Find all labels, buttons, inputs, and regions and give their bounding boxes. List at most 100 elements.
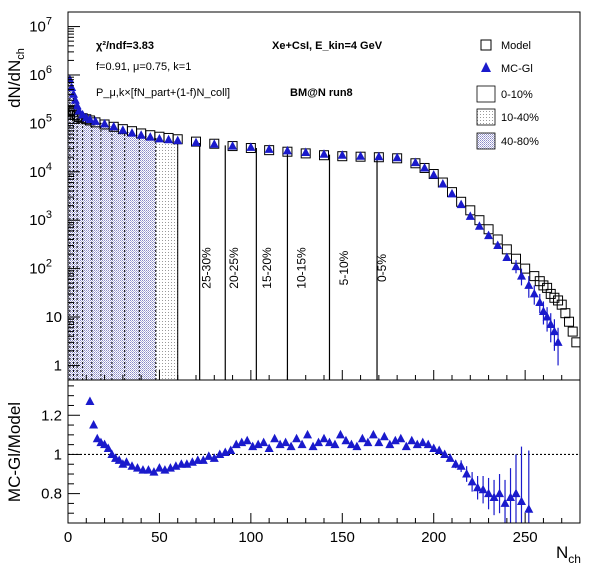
ratio-marker xyxy=(85,397,94,406)
mcgl-marker xyxy=(155,134,164,143)
legend-swatch-box xyxy=(477,109,495,125)
top-y-tick-label-exp: 5 xyxy=(46,112,52,124)
ratio-marker xyxy=(396,434,405,443)
centrality-label: 15-20% xyxy=(260,247,274,289)
legend-swatch-box xyxy=(477,86,495,102)
ratio-marker xyxy=(243,436,252,445)
chi2-annotation: χ²/ndf=3.83 xyxy=(96,40,154,52)
spectrum-panel: 0-5%5-10%10-15%15-20%20-25%25-30% 107106… xyxy=(5,12,581,380)
run-annotation: BM@N run8 xyxy=(290,87,353,99)
top-y-tick-label-exp: 7 xyxy=(46,16,52,28)
bottom-x-axis: 0 50 100 150 200 250 xyxy=(64,513,580,546)
bottom-x-tick-label: 200 xyxy=(421,529,446,546)
system-annotation: Xe+CsI, E_kin=4 GeV xyxy=(272,40,383,52)
mcgl-marker xyxy=(493,241,502,250)
ratio-marker xyxy=(495,489,504,498)
ratio-marker xyxy=(292,434,301,443)
annotations: χ²/ndf=3.83 f=0.91, μ=0.75, k=1 P_μ,k×[fN_… xyxy=(96,40,383,99)
fill-band-light xyxy=(156,138,178,380)
bottom-y-tick-label: 1.2 xyxy=(41,407,62,424)
ratio-marker xyxy=(281,438,290,447)
mcgl-marker xyxy=(164,135,173,144)
mcgl-marker xyxy=(438,179,447,188)
ratio-marker xyxy=(336,430,345,439)
bottom-x-axis-label: Nch xyxy=(556,543,581,566)
ratio-marker xyxy=(512,489,521,498)
ratio-marker xyxy=(369,430,378,439)
bottom-x-tick-label: 50 xyxy=(151,529,168,546)
model-marker xyxy=(568,327,577,336)
bottom-x-axis-label-sub: ch xyxy=(568,552,581,566)
top-y-tick-label-base: 10 xyxy=(29,115,46,132)
mcgl-marker xyxy=(228,141,237,150)
top-y-tick-label: 10 xyxy=(45,309,62,326)
bottom-x-axis-label-main: N xyxy=(556,543,568,562)
bottom-y-axis: 0.8 1 1.2 xyxy=(41,386,80,513)
top-y-tick-label-exp: 6 xyxy=(46,64,52,76)
centrality-labels: 0-5%5-10%10-15%15-20%20-25%25-30% xyxy=(200,247,390,289)
ratio-panel: 0.8 1 1.2 0 50 100 150 200 250 MC-Gl/Model Nch xyxy=(5,380,581,568)
mcgl-marker xyxy=(146,132,155,141)
model-marker xyxy=(561,309,570,318)
top-y-tick-label: 107 xyxy=(29,16,52,36)
top-y-axis-label: dN/dNch xyxy=(5,48,27,108)
top-y-axis-label-sub: ch xyxy=(15,48,27,60)
mcgl-marker xyxy=(173,136,182,145)
ratio-marker xyxy=(320,434,329,443)
top-y-tick-label: 106 xyxy=(29,64,52,84)
top-y-tick-label: 1 xyxy=(54,357,62,374)
top-y-tick-label-base: 1 xyxy=(54,357,62,374)
legend-entry-label: MC-Gl xyxy=(501,63,533,75)
formula-annotation: P_μ,k×[fN_part+(1-f)N_coll] xyxy=(96,87,230,99)
top-y-tick-label: 102 xyxy=(29,258,52,278)
mcgl-marker xyxy=(484,231,493,240)
ratio-marker xyxy=(517,496,526,505)
top-y-tick-label-base: 10 xyxy=(45,309,62,326)
mcgl-marker xyxy=(429,170,438,179)
mcgl-marker xyxy=(457,200,466,209)
top-y-tick-label-base: 10 xyxy=(29,261,46,278)
ratio-marker xyxy=(524,504,533,513)
top-y-tick-label-base: 10 xyxy=(29,19,46,36)
ratio-marker xyxy=(89,420,98,429)
model-marker xyxy=(530,272,539,281)
ratio-marker xyxy=(407,436,416,445)
bottom-y-tick-label: 1 xyxy=(54,446,62,463)
mcgl-marker xyxy=(530,289,539,298)
bottom-x-tick-label: 250 xyxy=(513,529,538,546)
legend-entry-label: Model xyxy=(501,40,531,52)
top-y-tick-label: 103 xyxy=(29,209,52,229)
mcgl-marker xyxy=(466,211,475,220)
legend-entry-label: 0-10% xyxy=(501,89,533,101)
top-y-tick-label-base: 10 xyxy=(29,164,46,181)
ratio-marker xyxy=(270,434,279,443)
bottom-y-axis-label: MC-Gl/Model xyxy=(5,402,24,502)
ratio-marker xyxy=(380,432,389,441)
mcgl-marker xyxy=(475,221,484,230)
ratio-marker xyxy=(462,469,471,478)
model-marker xyxy=(565,317,574,326)
centrality-label: 0-5% xyxy=(375,254,389,282)
top-y-tick-label-exp: 3 xyxy=(46,209,52,221)
centrality-label: 10-15% xyxy=(295,247,309,289)
top-y-tick-label: 105 xyxy=(29,112,52,132)
top-y-tick-label-base: 10 xyxy=(29,212,46,229)
centrality-label: 20-25% xyxy=(227,247,241,289)
ratio-marker xyxy=(468,477,477,486)
mcgl-marker xyxy=(448,189,457,198)
bottom-frame xyxy=(68,380,580,523)
top-y-tick-label-base: 10 xyxy=(29,67,46,84)
ratio-marker xyxy=(303,430,312,439)
params-annotation: f=0.91, μ=0.75, k=1 xyxy=(96,61,191,73)
legend: Model MC-Gl 0-10% 10-40% 40-80% xyxy=(477,40,539,149)
bottom-x-tick-label: 100 xyxy=(238,529,263,546)
legend-swatch-model xyxy=(481,40,491,50)
mcgl-marker xyxy=(137,130,146,139)
centrality-label: 5-10% xyxy=(337,250,351,285)
top-y-axis-label-main: dN/dN xyxy=(5,60,24,108)
legend-swatch-box xyxy=(477,133,495,149)
ratio-marker xyxy=(358,434,367,443)
top-y-tick-label-exp: 4 xyxy=(46,161,52,173)
legend-swatch-mcgl xyxy=(481,62,491,72)
